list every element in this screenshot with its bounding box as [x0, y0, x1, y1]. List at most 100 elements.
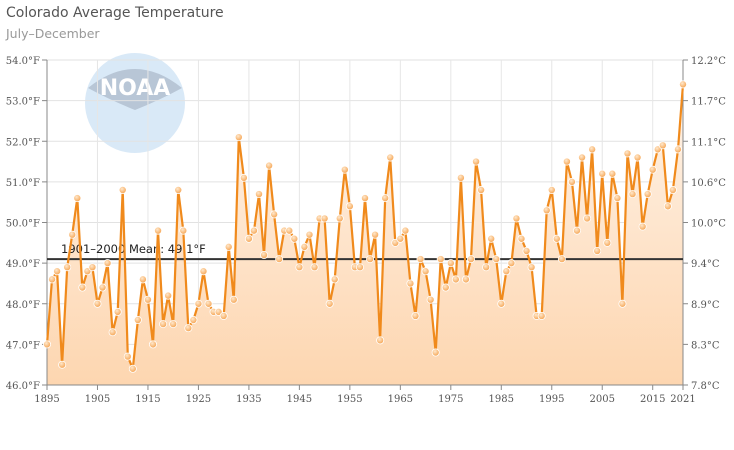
data-point	[143, 295, 152, 304]
data-point	[360, 194, 369, 203]
data-point	[93, 299, 102, 308]
y-tick-label-left: 53.0°F	[6, 97, 40, 108]
data-point	[578, 153, 587, 162]
data-point	[466, 255, 475, 264]
y-tick-label-right: 8.9°C	[691, 300, 720, 311]
data-point	[244, 234, 253, 243]
data-point	[573, 226, 582, 235]
data-point	[164, 291, 173, 300]
chart-subtitle: July–December	[6, 26, 100, 41]
y-tick-label-right: 10.6°C	[691, 178, 726, 189]
data-point	[48, 275, 57, 284]
data-point	[562, 157, 571, 166]
data-point	[340, 165, 349, 174]
x-tick-label: 1945	[287, 394, 312, 405]
y-tick-label-right: 9.4°C	[691, 259, 720, 270]
data-point	[43, 340, 52, 349]
data-point	[633, 153, 642, 162]
x-tick-label: 1965	[388, 394, 413, 405]
data-point	[381, 194, 390, 203]
x-tick-label: 1905	[85, 394, 110, 405]
y-tick-label-left: 48.0°F	[6, 300, 40, 311]
x-tick-label: 1975	[438, 394, 463, 405]
data-point	[123, 352, 132, 361]
y-tick-label-right: 12.2°C	[691, 56, 726, 67]
data-point	[456, 173, 465, 182]
data-point	[295, 263, 304, 272]
data-point	[436, 255, 445, 264]
x-tick-label: 1915	[135, 394, 160, 405]
data-point	[189, 315, 198, 324]
data-point	[482, 263, 491, 272]
data-point	[537, 311, 546, 320]
x-tick-label: 1925	[186, 394, 211, 405]
data-point	[249, 226, 258, 235]
data-point	[401, 226, 410, 235]
y-tick-label-left: 49.0°F	[6, 259, 40, 270]
data-point	[502, 267, 511, 276]
data-point	[325, 299, 334, 308]
y-tick-label-left: 52.0°F	[6, 137, 40, 148]
x-tick-label: 1995	[539, 394, 564, 405]
data-point	[154, 226, 163, 235]
data-point	[320, 214, 329, 223]
y-tick-label-left: 46.0°F	[6, 381, 40, 392]
data-point	[335, 214, 344, 223]
data-point	[330, 275, 339, 284]
data-point	[174, 185, 183, 194]
data-point	[618, 299, 627, 308]
data-point	[542, 206, 551, 215]
x-tick-label: 1985	[489, 394, 514, 405]
data-point	[159, 320, 168, 329]
x-tick-label: 2005	[590, 394, 615, 405]
noaa-logo-text: NOAA	[100, 76, 171, 101]
data-point	[254, 190, 263, 199]
data-point	[355, 263, 364, 272]
data-point	[638, 222, 647, 231]
data-point	[118, 185, 127, 194]
data-point	[648, 165, 657, 174]
data-point	[658, 141, 667, 150]
y-tick-label-right: 10.0°C	[691, 219, 726, 230]
data-point	[103, 259, 112, 268]
data-point	[234, 133, 243, 142]
data-point	[275, 255, 284, 264]
y-tick-label-right: 8.3°C	[691, 340, 720, 351]
data-point	[643, 190, 652, 199]
data-point	[446, 259, 455, 268]
data-point	[169, 320, 178, 329]
data-point	[219, 311, 228, 320]
data-point	[260, 250, 269, 259]
y-tick-label-left: 50.0°F	[6, 219, 40, 230]
data-point	[411, 311, 420, 320]
y-tick-label-left: 51.0°F	[6, 178, 40, 189]
data-point	[613, 194, 622, 203]
data-point	[194, 299, 203, 308]
data-point	[128, 364, 137, 373]
data-point	[98, 283, 107, 292]
y-tick-label-right: 7.8°C	[691, 381, 720, 392]
data-point	[557, 255, 566, 264]
data-point	[73, 194, 82, 203]
data-point	[547, 185, 556, 194]
data-point	[673, 145, 682, 154]
data-point	[552, 234, 561, 243]
data-point	[204, 299, 213, 308]
data-point	[63, 263, 72, 272]
data-point	[406, 279, 415, 288]
data-point	[593, 246, 602, 255]
area-fill	[47, 84, 683, 386]
data-point	[623, 149, 632, 158]
data-point	[224, 242, 233, 251]
data-point	[345, 202, 354, 211]
data-point	[431, 348, 440, 357]
x-tick-label: 1895	[34, 394, 59, 405]
data-point	[53, 267, 62, 276]
data-point	[184, 324, 193, 333]
data-point	[517, 234, 526, 243]
data-point	[512, 214, 521, 223]
y-tick-label-left: 47.0°F	[6, 340, 40, 351]
data-point	[492, 255, 501, 264]
noaa-logo: NOAA	[85, 53, 185, 153]
